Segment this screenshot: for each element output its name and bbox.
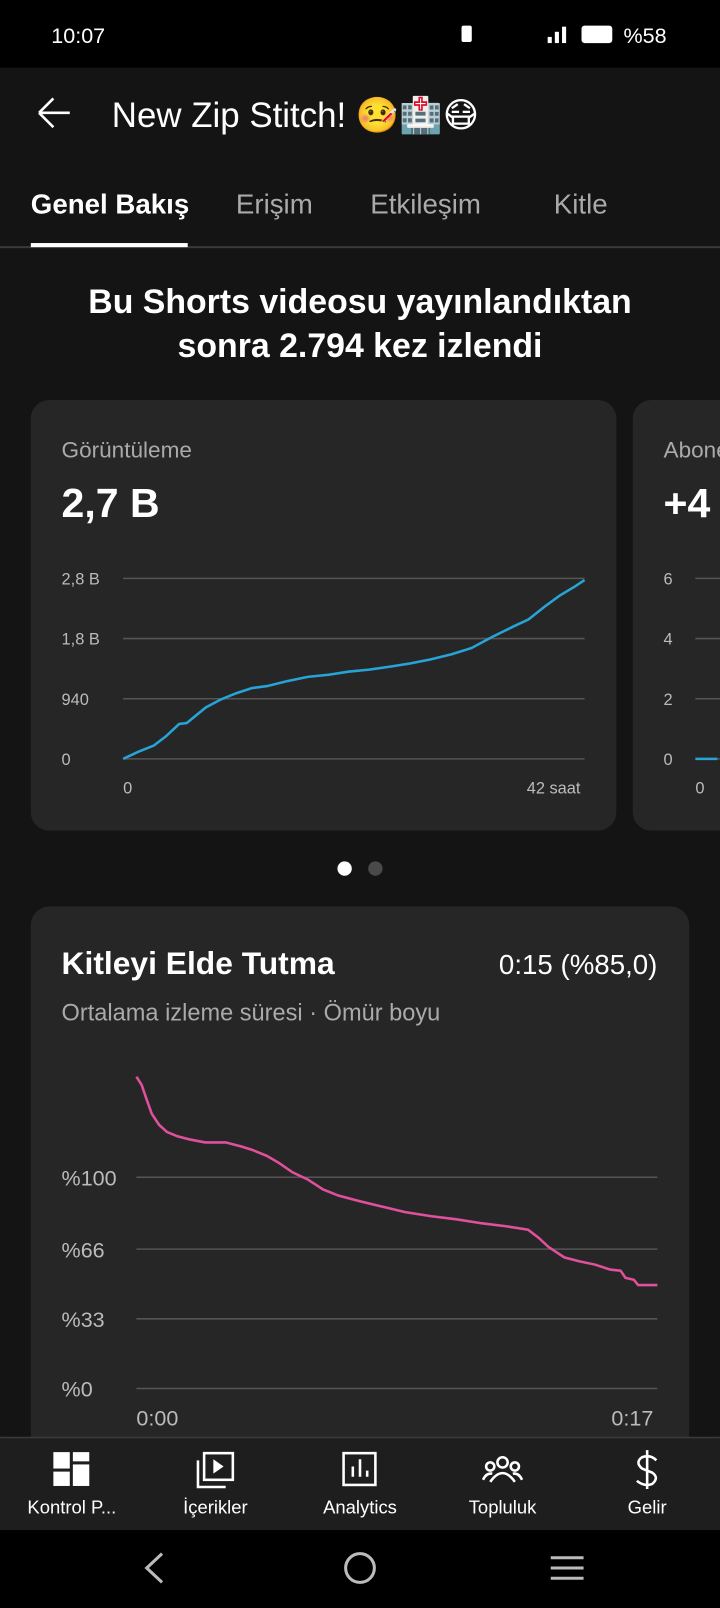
y-tick-label: %66 xyxy=(62,1238,105,1262)
back-button[interactable] xyxy=(38,97,70,129)
nav-divider xyxy=(0,1436,720,1439)
card xyxy=(30,906,690,1481)
system-menu[interactable] xyxy=(550,1556,584,1580)
y-tick-label: 940 xyxy=(62,691,89,709)
x-tick-label: 0:00 xyxy=(136,1406,178,1430)
nav-label[interactable]: İçerikler xyxy=(183,1497,248,1518)
page-dot[interactable] xyxy=(368,861,383,876)
y-tick-label: %100 xyxy=(62,1166,117,1190)
battery: %58 xyxy=(624,24,667,48)
page-dot[interactable] xyxy=(337,861,352,876)
y-tick-label: 0 xyxy=(664,751,673,769)
nav-icon[interactable] xyxy=(196,1450,658,1490)
card-title: Kitleyi Elde Tutma xyxy=(62,945,335,981)
card-subtitle: Ortalama izleme süresi · Ömür boyu xyxy=(62,999,441,1025)
x-tick-label: 0 xyxy=(695,780,704,798)
data-line xyxy=(135,1076,658,1287)
y-tick-label: 2,8 B xyxy=(62,571,100,589)
tab[interactable]: Genel Bakış xyxy=(31,188,189,219)
y-tick-label: 2 xyxy=(664,691,673,709)
y-tick-label: 1,8 B xyxy=(62,631,100,649)
status-icons xyxy=(461,25,613,44)
y-tick-label: 0 xyxy=(62,751,71,769)
tab[interactable]: Erişim xyxy=(236,188,313,219)
card[interactable] xyxy=(632,399,720,831)
system-home[interactable] xyxy=(344,1552,376,1584)
summary: Bu Shorts videosu yayınlandıktan sonra 2… xyxy=(88,282,632,365)
card-title: Görüntüleme xyxy=(62,437,192,462)
nav-icon[interactable] xyxy=(53,1452,90,1486)
y-tick-label: 6 xyxy=(664,571,673,589)
tab[interactable]: Etkileşim xyxy=(370,188,481,219)
tab-divider xyxy=(0,246,720,249)
x-tick-label: 0:17 xyxy=(611,1406,653,1430)
x-tick-label: 0 xyxy=(123,780,132,798)
card-total: +4 xyxy=(664,480,711,526)
y-tick-label: %0 xyxy=(62,1378,93,1402)
tab[interactable]: Kitle xyxy=(554,188,608,219)
system-nav xyxy=(0,1530,720,1608)
system-back[interactable] xyxy=(144,1552,164,1584)
card-annotation: 0:15 (%85,0) xyxy=(499,949,657,980)
page-title: New Zip Stitch! 🤒🏥😷 xyxy=(112,95,479,135)
card-title: Abone xyxy=(664,437,720,462)
nav-label[interactable]: Gelir xyxy=(628,1497,667,1518)
tab-indicator xyxy=(30,243,188,248)
card[interactable] xyxy=(30,399,617,831)
charts: Görüntüleme 2,7 B 0 940 1,8 B 2,8 B 0 42 saat Ab… xyxy=(62,437,720,1430)
y-tick-label: 4 xyxy=(664,631,673,649)
data-line xyxy=(122,578,586,761)
summary-box: Bu Shorts videosu yayınlandıktan sonra 2… xyxy=(88,282,632,365)
x-tick-label: 42 saat xyxy=(527,780,581,798)
nav-label[interactable]: Topluluk xyxy=(469,1497,537,1518)
nav-label[interactable]: Analytics xyxy=(323,1497,397,1518)
nav-label[interactable]: Kontrol P... xyxy=(27,1497,116,1518)
time: 10:07 xyxy=(51,24,105,48)
y-tick-label: %33 xyxy=(62,1308,105,1332)
card-total: 2,7 B xyxy=(62,480,160,526)
